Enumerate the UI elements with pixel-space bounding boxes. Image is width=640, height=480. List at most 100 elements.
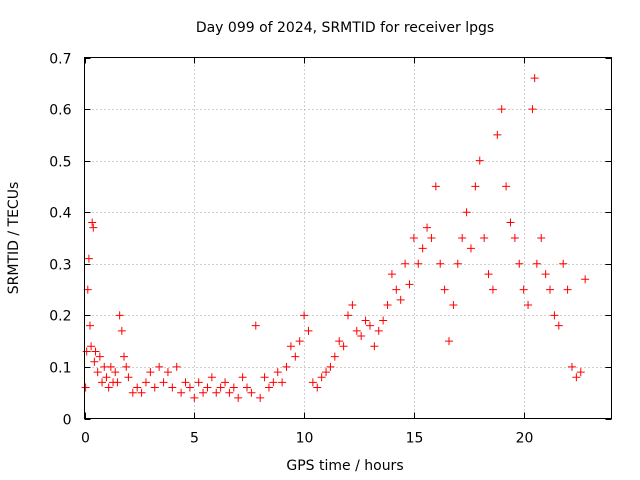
data-point [519, 285, 528, 294]
y-tick-label: 0.4 [49, 206, 71, 222]
data-point [194, 378, 203, 387]
data-point [247, 388, 256, 397]
data-point [185, 383, 194, 392]
data-point [207, 373, 216, 382]
data-point [199, 388, 208, 397]
data-points [81, 74, 590, 402]
data-point [203, 383, 212, 392]
data-point [155, 362, 164, 371]
data-point [286, 342, 295, 351]
data-point [458, 234, 467, 242]
data-point [212, 388, 221, 397]
data-point [278, 378, 287, 387]
data-point [102, 373, 111, 382]
data-point [117, 326, 126, 335]
data-point [563, 285, 572, 294]
data-point [313, 383, 322, 392]
data-point [427, 234, 436, 242]
plot-frame [84, 57, 612, 419]
data-point [91, 347, 100, 356]
data-point [122, 362, 131, 371]
data-point [82, 347, 91, 356]
data-point [365, 321, 374, 330]
data-point [88, 218, 97, 227]
x-tick-label: 15 [406, 431, 424, 447]
data-point [348, 301, 357, 310]
y-tick-label: 0.2 [49, 309, 71, 325]
data-point [330, 352, 339, 361]
data-point [95, 352, 104, 361]
data-point [84, 254, 93, 263]
data-point [524, 301, 533, 310]
data-point [83, 285, 92, 294]
data-point [282, 362, 291, 371]
data-point [133, 383, 142, 392]
data-point [541, 270, 550, 279]
data-point [423, 223, 432, 232]
data-point [291, 352, 300, 361]
data-point [229, 383, 238, 392]
y-tick-label: 0.3 [49, 258, 71, 274]
data-point [484, 270, 493, 279]
data-point [163, 368, 172, 377]
data-point [361, 316, 370, 325]
data-point [352, 326, 361, 335]
data-point [115, 311, 124, 320]
data-point [379, 316, 388, 325]
data-point [89, 223, 98, 232]
data-point [295, 337, 304, 346]
data-point [221, 378, 230, 387]
data-point [480, 234, 489, 242]
data-point [436, 259, 445, 268]
data-point [357, 331, 366, 340]
data-point [581, 275, 590, 284]
chart-title: Day 099 of 2024, SRMTID for receiver lpg… [196, 20, 494, 36]
y-tick-label: 0 [63, 413, 72, 429]
data-point [234, 393, 243, 402]
data-point [256, 393, 265, 402]
x-tick-label: 5 [190, 431, 199, 447]
data-point [269, 378, 278, 387]
x-axis-label: GPS time / hours [286, 458, 403, 474]
data-point [85, 321, 94, 330]
data-point [554, 321, 563, 330]
x-tick-label: 0 [81, 431, 90, 447]
data-point [497, 105, 506, 114]
data-point [537, 234, 546, 242]
data-point [431, 182, 440, 191]
y-tick-label: 0.5 [49, 155, 71, 171]
data-point [260, 373, 269, 382]
y-tick-label: 0.6 [49, 103, 71, 119]
x-tick-label: 20 [516, 431, 534, 447]
data-point [559, 259, 568, 268]
data-point [488, 285, 497, 294]
data-point [90, 357, 99, 366]
data-point [326, 362, 335, 371]
data-point [300, 311, 309, 320]
data-point [572, 373, 581, 382]
data-point [141, 378, 150, 387]
data-point [273, 368, 282, 377]
data-point [506, 218, 515, 227]
data-point [181, 378, 190, 387]
data-point [87, 342, 96, 351]
data-point [335, 337, 344, 346]
data-point [550, 311, 559, 320]
y-axis-label: SRMTID / TECUs [6, 182, 22, 295]
data-point [225, 388, 234, 397]
data-point [576, 368, 585, 377]
data-point [453, 259, 462, 268]
data-point [418, 244, 427, 253]
data-point [528, 105, 537, 114]
data-point [304, 326, 313, 335]
data-point [317, 373, 326, 382]
data-point [150, 383, 159, 392]
data-point [405, 280, 414, 289]
data-point [216, 383, 225, 392]
data-point [567, 362, 576, 371]
data-point [530, 74, 539, 83]
data-point [409, 234, 418, 242]
data-point [515, 259, 524, 268]
data-point [546, 285, 555, 294]
